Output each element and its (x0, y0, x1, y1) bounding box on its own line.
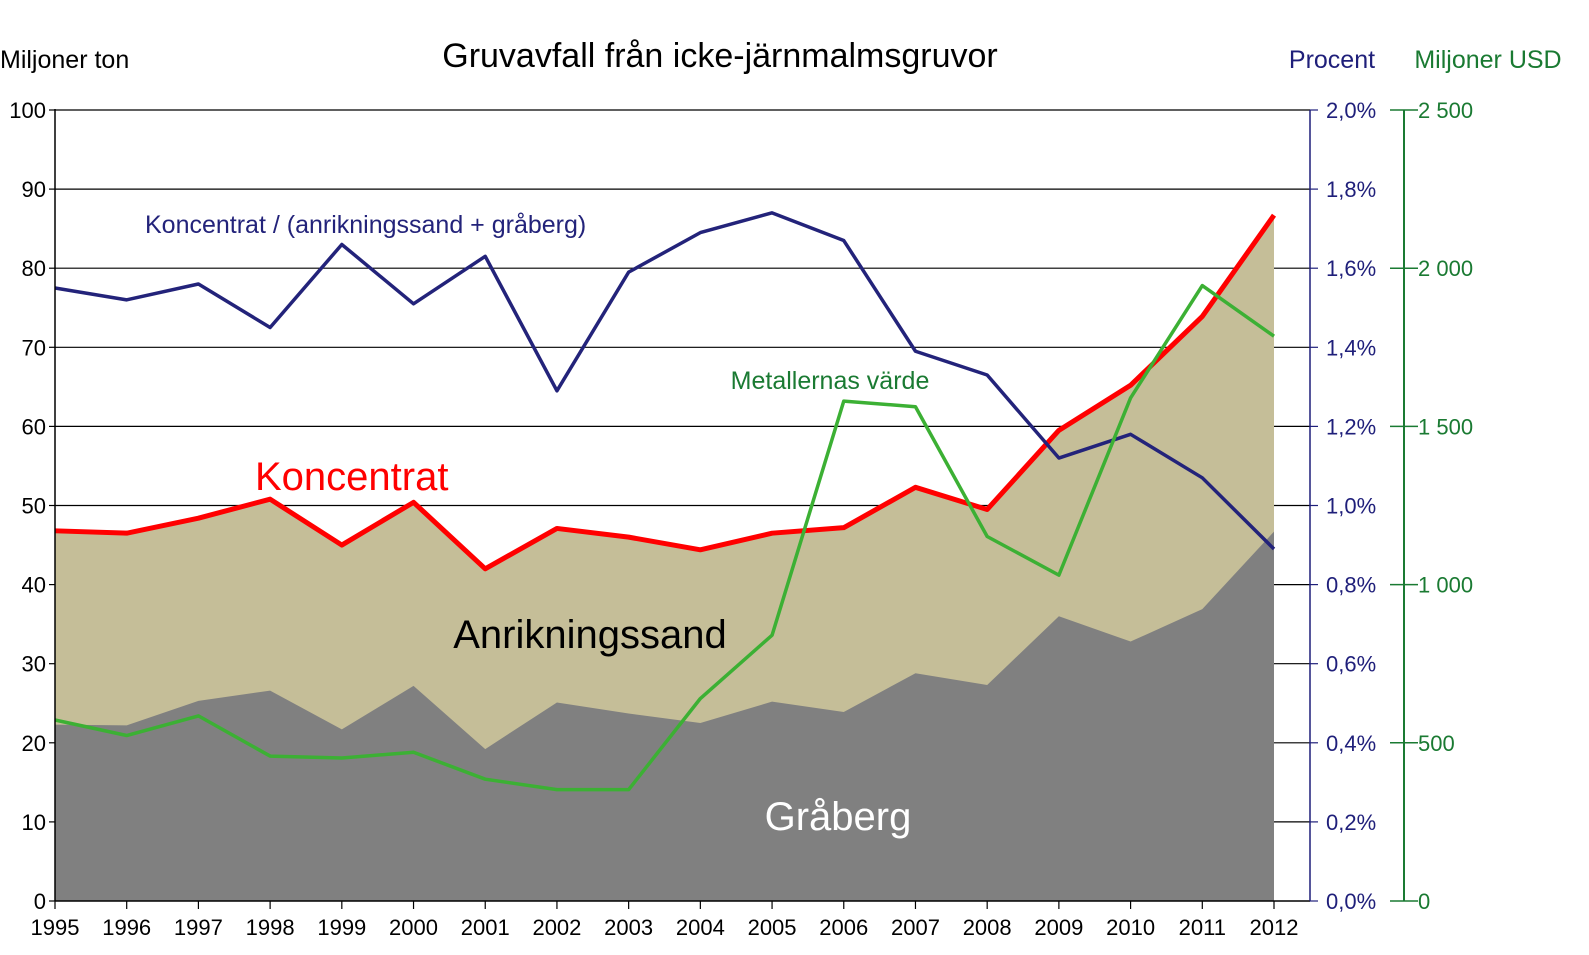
left-tick-label: 50 (22, 494, 46, 519)
usd-tick-label: 0 (1418, 889, 1430, 914)
anrikningssand-label: Anrikningssand (453, 613, 727, 657)
percent-tick-label: 0,6% (1326, 652, 1376, 677)
percent-tick-label: 0,4% (1326, 731, 1376, 756)
graberg-label: Gråberg (765, 795, 912, 839)
koncentrat-line (54, 213, 1277, 572)
percent-tick-label: 1,2% (1326, 414, 1376, 439)
x-tick-label: 2003 (604, 915, 653, 940)
x-tick-label: 2001 (461, 915, 510, 940)
percent-tick-label: 2,0% (1326, 98, 1376, 123)
x-tick-label: 1996 (102, 915, 151, 940)
x-tick-label: 2012 (1250, 915, 1299, 940)
x-tick-label: 1999 (317, 915, 366, 940)
percent-tick-label: 0,2% (1326, 810, 1376, 835)
x-tick-label: 2010 (1106, 915, 1155, 940)
x-tick-label: 2004 (676, 915, 725, 940)
usd-tick-label: 500 (1418, 731, 1455, 756)
left-tick-label: 80 (22, 256, 46, 281)
left-tick-label: 40 (22, 573, 46, 598)
ratio-line (54, 211, 1276, 551)
percent-tick-label: 0,0% (1326, 889, 1376, 914)
x-tick-label: 2008 (963, 915, 1012, 940)
percent-axis-label: Procent (1289, 46, 1375, 74)
left-axis-label: Miljoner ton (0, 46, 129, 74)
x-tick-label: 1997 (174, 915, 223, 940)
left-tick-label: 10 (22, 810, 46, 835)
graberg-area (55, 531, 1274, 901)
percent-tick-label: 1,8% (1326, 177, 1376, 202)
chart-title: Gruvavfall från icke-järnmalmsgruvor (442, 37, 998, 75)
usd-axis-label: Miljoner USD (1414, 46, 1561, 74)
x-tick-label: 2006 (819, 915, 868, 940)
left-tick-label: 100 (9, 98, 46, 123)
percent-tick-label: 1,6% (1326, 256, 1376, 281)
x-tick-label: 2011 (1179, 915, 1226, 940)
x-tick-label: 2000 (389, 915, 438, 940)
percent-tick-label: 1,4% (1326, 335, 1376, 360)
percent-tick-label: 1,0% (1326, 494, 1376, 519)
ratio-label: Koncentrat / (anrikningssand + gråberg) (145, 211, 586, 239)
percent-tick-label: 0,8% (1326, 573, 1376, 598)
left-tick-label: 30 (22, 652, 46, 677)
left-tick-label: 20 (22, 731, 46, 756)
x-tick-label: 1995 (31, 915, 80, 940)
usd-tick-label: 2 000 (1418, 256, 1473, 281)
x-tick-label: 2007 (891, 915, 940, 940)
metal-value-line (54, 283, 1276, 792)
x-tick-label: 2002 (532, 915, 581, 940)
metal-value-label: Metallernas värde (731, 367, 930, 395)
left-tick-label: 0 (34, 889, 46, 914)
left-tick-label: 60 (22, 414, 46, 439)
usd-tick-label: 1 500 (1418, 414, 1473, 439)
usd-tick-label: 1 000 (1418, 573, 1473, 598)
koncentrat-label: Koncentrat (255, 455, 448, 499)
x-tick-label: 1998 (246, 915, 295, 940)
left-tick-label: 70 (22, 335, 46, 360)
usd-tick-label: 2 500 (1418, 98, 1473, 123)
x-tick-label: 2005 (748, 915, 797, 940)
x-tick-label: 2009 (1034, 915, 1083, 940)
left-tick-label: 90 (22, 177, 46, 202)
